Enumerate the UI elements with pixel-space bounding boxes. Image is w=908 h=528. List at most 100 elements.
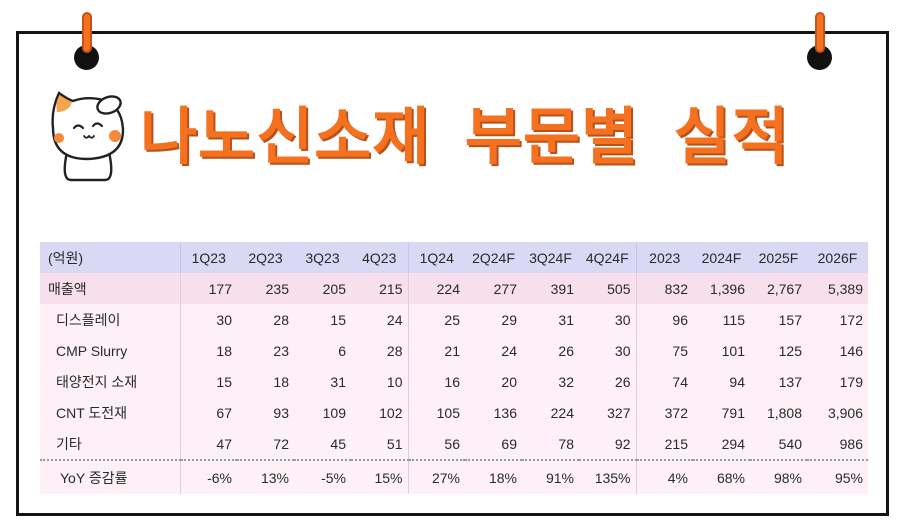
table-cell: 101 [693, 335, 750, 366]
table-cell: 791 [693, 397, 750, 428]
table-cell: 235 [237, 273, 294, 304]
cat-paw [96, 95, 122, 115]
table-cell: 294 [693, 428, 750, 460]
page-title: 나노신소재 부문별 실적 [140, 100, 790, 173]
table-cell: 25 [407, 304, 465, 335]
column-header: 1Q24 [407, 242, 465, 273]
table-cell: 1,808 [750, 397, 807, 428]
table-cell: 26 [579, 366, 636, 397]
left-pushpin-icon [74, 12, 100, 72]
table-cell: 109 [294, 397, 351, 428]
table-cell: 67 [179, 397, 237, 428]
table-cell: 505 [579, 273, 636, 304]
table-cell: 277 [465, 273, 522, 304]
table-row: 디스플레이 30 28 15 24 25 29 31 30 96 115 157 172 [40, 304, 868, 335]
table-cell: 69 [465, 428, 522, 460]
table-cell: 24 [465, 335, 522, 366]
table-cell: 68% [693, 459, 750, 494]
row-label: CNT 도전재 [40, 397, 180, 428]
right-pushpin-icon [807, 12, 833, 72]
table-cell: 172 [807, 304, 868, 335]
table-cell: 92 [579, 428, 636, 460]
row-label: 매출액 [40, 273, 180, 304]
column-header: 2Q23 [237, 242, 294, 273]
table-cell: 18% [465, 459, 522, 494]
table-cell: -6% [179, 459, 237, 494]
table-cell: 98% [750, 459, 807, 494]
table-row: CMP Slurry 18 23 6 28 21 24 26 30 75 101 125 146 [40, 335, 868, 366]
row-label: 디스플레이 [40, 304, 180, 335]
table-header: (억원) 1Q23 2Q23 3Q23 4Q23 1Q24 2Q24F 3Q24F 4Q24F… [40, 242, 868, 273]
table-cell: 4% [635, 459, 693, 494]
table-cell: 327 [579, 397, 636, 428]
table-cell: 136 [465, 397, 522, 428]
table-cell: 986 [807, 428, 868, 460]
table-cell: 157 [750, 304, 807, 335]
table-cell: 135% [579, 459, 636, 494]
table-cell: 94 [693, 366, 750, 397]
table-cell: 28 [351, 335, 408, 366]
table-cell: 205 [294, 273, 351, 304]
column-header: 2025F [750, 242, 807, 273]
table-cell: 91% [522, 459, 579, 494]
header-row: (억원) 1Q23 2Q23 3Q23 4Q23 1Q24 2Q24F 3Q24F 4Q24F… [40, 242, 868, 273]
cat-eye-left [72, 124, 85, 130]
unit-label: (억원) [40, 242, 180, 273]
table-cell: 224 [522, 397, 579, 428]
table-cell: 137 [750, 366, 807, 397]
table-cell: 29 [465, 304, 522, 335]
pin-needle [815, 12, 825, 53]
table-cell: 75 [635, 335, 693, 366]
table-cell: 6 [294, 335, 351, 366]
column-header: 4Q24F [579, 242, 636, 273]
table-cell: 372 [635, 397, 693, 428]
table-cell: 78 [522, 428, 579, 460]
column-header: 2024F [693, 242, 750, 273]
table-cell: 215 [635, 428, 693, 460]
column-header: 4Q23 [351, 242, 408, 273]
table-cell: 179 [807, 366, 868, 397]
column-header: 3Q24F [522, 242, 579, 273]
table-cell: 13% [237, 459, 294, 494]
table-cell: 20 [465, 366, 522, 397]
table-cell: 30 [579, 335, 636, 366]
table-cell: 32 [522, 366, 579, 397]
table-cell: 30 [179, 304, 237, 335]
cat-mouth [83, 134, 95, 139]
table-cell: 31 [522, 304, 579, 335]
table-cell: 215 [351, 273, 408, 304]
table-cell: 540 [750, 428, 807, 460]
pin-needle [82, 12, 92, 53]
row-label: 기타 [40, 428, 180, 460]
row-label: 태양전지 소재 [40, 366, 180, 397]
table-cell: 102 [351, 397, 408, 428]
table-cell: 2,767 [750, 273, 807, 304]
table-cell: 56 [407, 428, 465, 460]
table-cell: 15% [351, 459, 408, 494]
table-cell: -5% [294, 459, 351, 494]
table-cell: 72 [237, 428, 294, 460]
table-cell: 832 [635, 273, 693, 304]
table-cell: 27% [407, 459, 465, 494]
table-body: 매출액 177 235 205 215 224 277 391 505 832 1,396 2,767… [40, 273, 868, 494]
table-cell: 30 [579, 304, 636, 335]
table-cell: 93 [237, 397, 294, 428]
table-cell: 24 [351, 304, 408, 335]
table-cell: 45 [294, 428, 351, 460]
cat-eye-right [91, 122, 104, 128]
table-cell: 21 [407, 335, 465, 366]
table-cell: 391 [522, 273, 579, 304]
table-row: CNT 도전재 67 93 109 102 105 136 224 327 372 791 1,808… [40, 397, 868, 428]
performance-table: (억원) 1Q23 2Q23 3Q23 4Q23 1Q24 2Q24F 3Q24F 4Q24F… [40, 242, 868, 494]
table-cell: 96 [635, 304, 693, 335]
column-header: 2Q24F [465, 242, 522, 273]
table-cell: 18 [179, 335, 237, 366]
cat-mascot-icon [51, 91, 125, 182]
table-cell: 28 [237, 304, 294, 335]
column-header: 2026F [807, 242, 868, 273]
table-cell: 1,396 [693, 273, 750, 304]
table-row: 기타 47 72 45 51 56 69 78 92 215 294 540 986 [40, 428, 868, 460]
column-header: 1Q23 [179, 242, 237, 273]
table-cell: 177 [179, 273, 237, 304]
cat-cheek-right [109, 130, 121, 142]
